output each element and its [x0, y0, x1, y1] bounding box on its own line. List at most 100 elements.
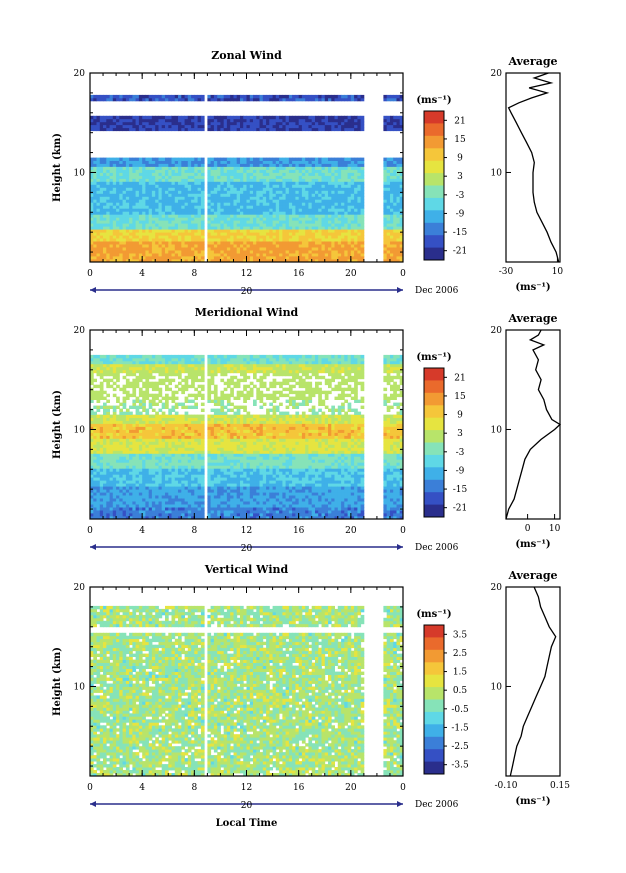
heatmap-cell [106, 196, 110, 200]
heatmap-cell [151, 211, 156, 215]
heatmap-cell [174, 250, 179, 254]
heatmap-cell [187, 229, 192, 233]
heatmap-cell [217, 229, 221, 233]
heatmap-cell [259, 169, 264, 173]
heatmap-cell [236, 259, 241, 263]
heatmap-cell [233, 199, 238, 203]
heatmap-cell [246, 184, 251, 188]
heatmap-cell [279, 247, 283, 251]
heatmap-cell [360, 250, 365, 254]
heatmap-cell [272, 163, 277, 167]
heatmap-cell [93, 357, 97, 362]
heatmap-cell [129, 411, 133, 415]
heatmap-cell [151, 501, 156, 505]
heatmap-cell [301, 157, 306, 161]
heatmap-cell [116, 196, 120, 200]
heatmap-cell [272, 193, 277, 197]
heatmap-cell [96, 223, 101, 227]
heatmap-cell [243, 178, 247, 182]
heatmap-cell [112, 426, 117, 430]
colorbar-swatch [424, 111, 444, 124]
heatmap-cell [129, 414, 133, 418]
heatmap-cell [328, 217, 332, 221]
heatmap-cell [155, 127, 159, 132]
heatmap-cell [279, 184, 283, 188]
heatmap-cell [106, 513, 110, 517]
heatmap-cell [161, 241, 166, 245]
heatmap-cell [200, 127, 205, 132]
heatmap-cell [259, 187, 264, 191]
heatmap-cell [301, 226, 306, 230]
heatmap-cell [99, 354, 104, 359]
heatmap-cell [279, 199, 283, 203]
heatmap-cell [213, 253, 218, 257]
heatmap-cell [341, 169, 345, 173]
heatmap-cell [301, 172, 306, 176]
heatmap-cell [230, 184, 234, 188]
heatmap-cell [151, 417, 156, 421]
heatmap-cell [96, 408, 101, 412]
heatmap-cell [249, 190, 254, 194]
heatmap-cell [106, 181, 110, 185]
heatmap-cell [158, 208, 163, 212]
heatmap-cell [132, 432, 137, 436]
heatmap-cell [305, 121, 309, 126]
heatmap-cell [344, 232, 348, 236]
heatmap-cell [148, 402, 153, 406]
heatmap-cell [318, 259, 322, 263]
heatmap-cell [99, 372, 104, 377]
heatmap-cell [295, 229, 300, 233]
heatmap-cell [155, 423, 159, 427]
heatmap-cell [145, 250, 150, 254]
heatmap-cell [213, 250, 218, 254]
heatmap-cell [174, 97, 179, 102]
heatmap-cell [292, 202, 296, 206]
heatmap-cell [148, 172, 153, 176]
heatmap-cell [213, 124, 218, 129]
heatmap-cell [103, 157, 107, 161]
heatmap-cell [168, 253, 172, 257]
heatmap-cell [184, 121, 189, 126]
heatmap-cell [292, 223, 296, 227]
heatmap-cell [357, 229, 362, 233]
heatmap-cell [145, 259, 150, 263]
heatmap-cell [311, 94, 316, 99]
heatmap-cell [393, 223, 397, 227]
heatmap-cell [191, 160, 195, 164]
heatmap-cell [324, 121, 329, 126]
heatmap-cell [99, 226, 104, 230]
heatmap-cell [223, 157, 228, 161]
heatmap-cell [148, 178, 153, 182]
heatmap-cell [399, 256, 404, 260]
heatmap-cell [210, 253, 215, 257]
heatmap-cell [295, 178, 300, 182]
heatmap-cell [151, 507, 156, 511]
heatmap-cell [112, 178, 117, 182]
heatmap-cell [165, 259, 169, 263]
heatmap-cell [301, 127, 306, 132]
heatmap-cell [262, 160, 267, 164]
heatmap-cell [93, 429, 97, 433]
heatmap-cell [344, 196, 348, 200]
heatmap-cell [138, 250, 143, 254]
heatmap-cell [103, 438, 107, 442]
heatmap-cell [243, 175, 247, 179]
heatmap-cell [119, 196, 123, 200]
heatmap-cell [135, 256, 140, 260]
heatmap-cell [161, 492, 166, 496]
heatmap-cell [194, 226, 198, 230]
heatmap-cell [217, 127, 221, 132]
heatmap-cell [122, 384, 127, 389]
heatmap-cell [191, 190, 195, 194]
heatmap-cell [301, 121, 306, 126]
heatmap-cell [360, 217, 365, 221]
heatmap-cell [178, 196, 182, 200]
heatmap-cell [354, 247, 358, 251]
heatmap-cell [298, 220, 303, 224]
heatmap-cell [116, 513, 120, 517]
heatmap-cell [109, 471, 114, 475]
heatmap-cell [256, 256, 260, 260]
heatmap-cell [350, 160, 355, 164]
heatmap-cell [256, 127, 260, 132]
heatmap-cell [354, 193, 358, 197]
